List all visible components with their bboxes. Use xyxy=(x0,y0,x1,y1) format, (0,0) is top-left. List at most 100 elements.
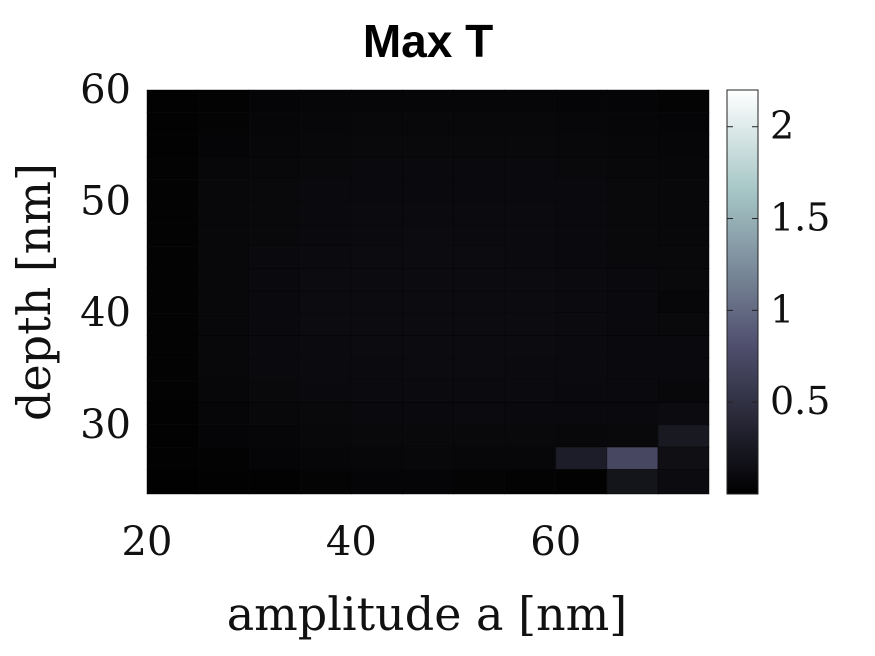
heatmap-cell xyxy=(453,268,506,292)
heatmap-cell xyxy=(299,223,352,247)
heatmap-cell xyxy=(453,178,506,203)
heatmap-cell xyxy=(555,312,608,336)
heatmap-cell xyxy=(555,446,608,470)
heatmap-cell xyxy=(402,156,454,180)
heatmap-cell xyxy=(657,424,710,448)
heatmap-cell xyxy=(453,111,506,136)
heatmap-cell xyxy=(350,379,403,403)
heatmap-cell xyxy=(504,134,557,158)
heatmap-cell xyxy=(606,379,659,403)
heatmap-cell xyxy=(299,469,352,495)
heatmap-cell xyxy=(657,89,710,113)
heatmap-cells xyxy=(146,89,710,495)
heatmap-cell xyxy=(146,469,199,495)
heatmap-cell xyxy=(504,156,557,180)
heatmap-cell xyxy=(146,335,199,359)
heatmap-cell xyxy=(657,469,710,495)
heatmap-cell xyxy=(657,201,710,225)
heatmap-cell xyxy=(197,156,250,180)
heatmap-cell xyxy=(402,290,454,314)
heatmap-cell xyxy=(402,178,454,203)
x-axis-label: amplitude a [nm] xyxy=(227,587,628,641)
heatmap-cell xyxy=(657,134,710,158)
heatmap-cell xyxy=(606,201,659,225)
heatmap-cell xyxy=(402,111,454,136)
heatmap-cell xyxy=(402,89,454,113)
heatmap-cell xyxy=(299,446,352,470)
heatmap-cell xyxy=(350,469,403,495)
heatmap-cell xyxy=(146,156,199,180)
colorbar-ticks: 0.5 1 1.5 2 xyxy=(727,104,830,423)
heatmap-cell xyxy=(146,134,199,158)
heatmap-cell xyxy=(606,357,659,381)
heatmap-cell xyxy=(504,335,557,359)
heatmap-cell xyxy=(197,379,250,403)
heatmap-cell xyxy=(657,402,710,426)
heatmap-cell xyxy=(504,402,557,426)
heatmap-cell xyxy=(402,424,454,448)
heatmap-cell xyxy=(555,290,608,314)
heatmap-cell xyxy=(248,156,301,180)
heatmap-cell xyxy=(146,89,199,113)
heatmap-cell xyxy=(299,335,352,359)
heatmap-cell xyxy=(350,156,403,180)
heatmap-cell xyxy=(606,446,659,470)
heatmap-cell xyxy=(146,178,199,203)
y-tick-label: 30 xyxy=(80,402,131,448)
heatmap-cell xyxy=(197,335,250,359)
heatmap-cell xyxy=(657,335,710,359)
heatmap-cell xyxy=(350,424,403,448)
heatmap-cell xyxy=(350,357,403,381)
heatmap-cell xyxy=(606,469,659,495)
heatmap-cell xyxy=(402,134,454,158)
heatmap-cell xyxy=(453,134,506,158)
heatmap-cell xyxy=(657,268,710,292)
heatmap-cell xyxy=(197,446,250,470)
heatmap-cell xyxy=(657,245,710,269)
heatmap-cell xyxy=(248,379,301,403)
heatmap-cell xyxy=(197,268,250,292)
heatmap-cell xyxy=(248,469,301,495)
heatmap-cell xyxy=(197,402,250,426)
heatmap-cell xyxy=(248,402,301,426)
heatmap-cell xyxy=(146,424,199,448)
heatmap-cell xyxy=(453,156,506,180)
heatmap-cell xyxy=(402,402,454,426)
heatmap-cell xyxy=(299,402,352,426)
heatmap-cell xyxy=(555,268,608,292)
heatmap-cell xyxy=(350,335,403,359)
heatmap-cell xyxy=(402,223,454,247)
heatmap-cell xyxy=(248,134,301,158)
heatmap-cell xyxy=(299,268,352,292)
heatmap-cell xyxy=(248,424,301,448)
y-tick-label: 60 xyxy=(80,67,131,113)
heatmap-cell xyxy=(555,201,608,225)
heatmap-cell xyxy=(248,245,301,269)
heatmap-cell xyxy=(299,424,352,448)
colorbar-tick-label: 1.5 xyxy=(770,196,830,240)
heatmap-cell xyxy=(402,201,454,225)
x-axis-ticks: 20 40 60 xyxy=(122,519,582,565)
heatmap-cell xyxy=(146,446,199,470)
heatmap-cell xyxy=(197,469,250,495)
heatmap-cell xyxy=(453,402,506,426)
heatmap-cell xyxy=(146,402,199,426)
heatmap-cell xyxy=(606,89,659,113)
heatmap-cell xyxy=(299,201,352,225)
heatmap-cell xyxy=(299,379,352,403)
heatmap-cell xyxy=(197,245,250,269)
x-tick-label: 60 xyxy=(530,519,581,565)
heatmap-cell xyxy=(555,357,608,381)
heatmap-cell xyxy=(350,268,403,292)
x-tick-label: 40 xyxy=(326,519,377,565)
heatmap-cell xyxy=(299,245,352,269)
heatmap-cell xyxy=(248,268,301,292)
heatmap-cell xyxy=(197,134,250,158)
heatmap-cell xyxy=(453,245,506,269)
heatmap-cell xyxy=(299,290,352,314)
heatmap-cell xyxy=(248,201,301,225)
heatmap-cell xyxy=(657,290,710,314)
heatmap-cell xyxy=(555,89,608,113)
heatmap-cell xyxy=(146,223,199,247)
